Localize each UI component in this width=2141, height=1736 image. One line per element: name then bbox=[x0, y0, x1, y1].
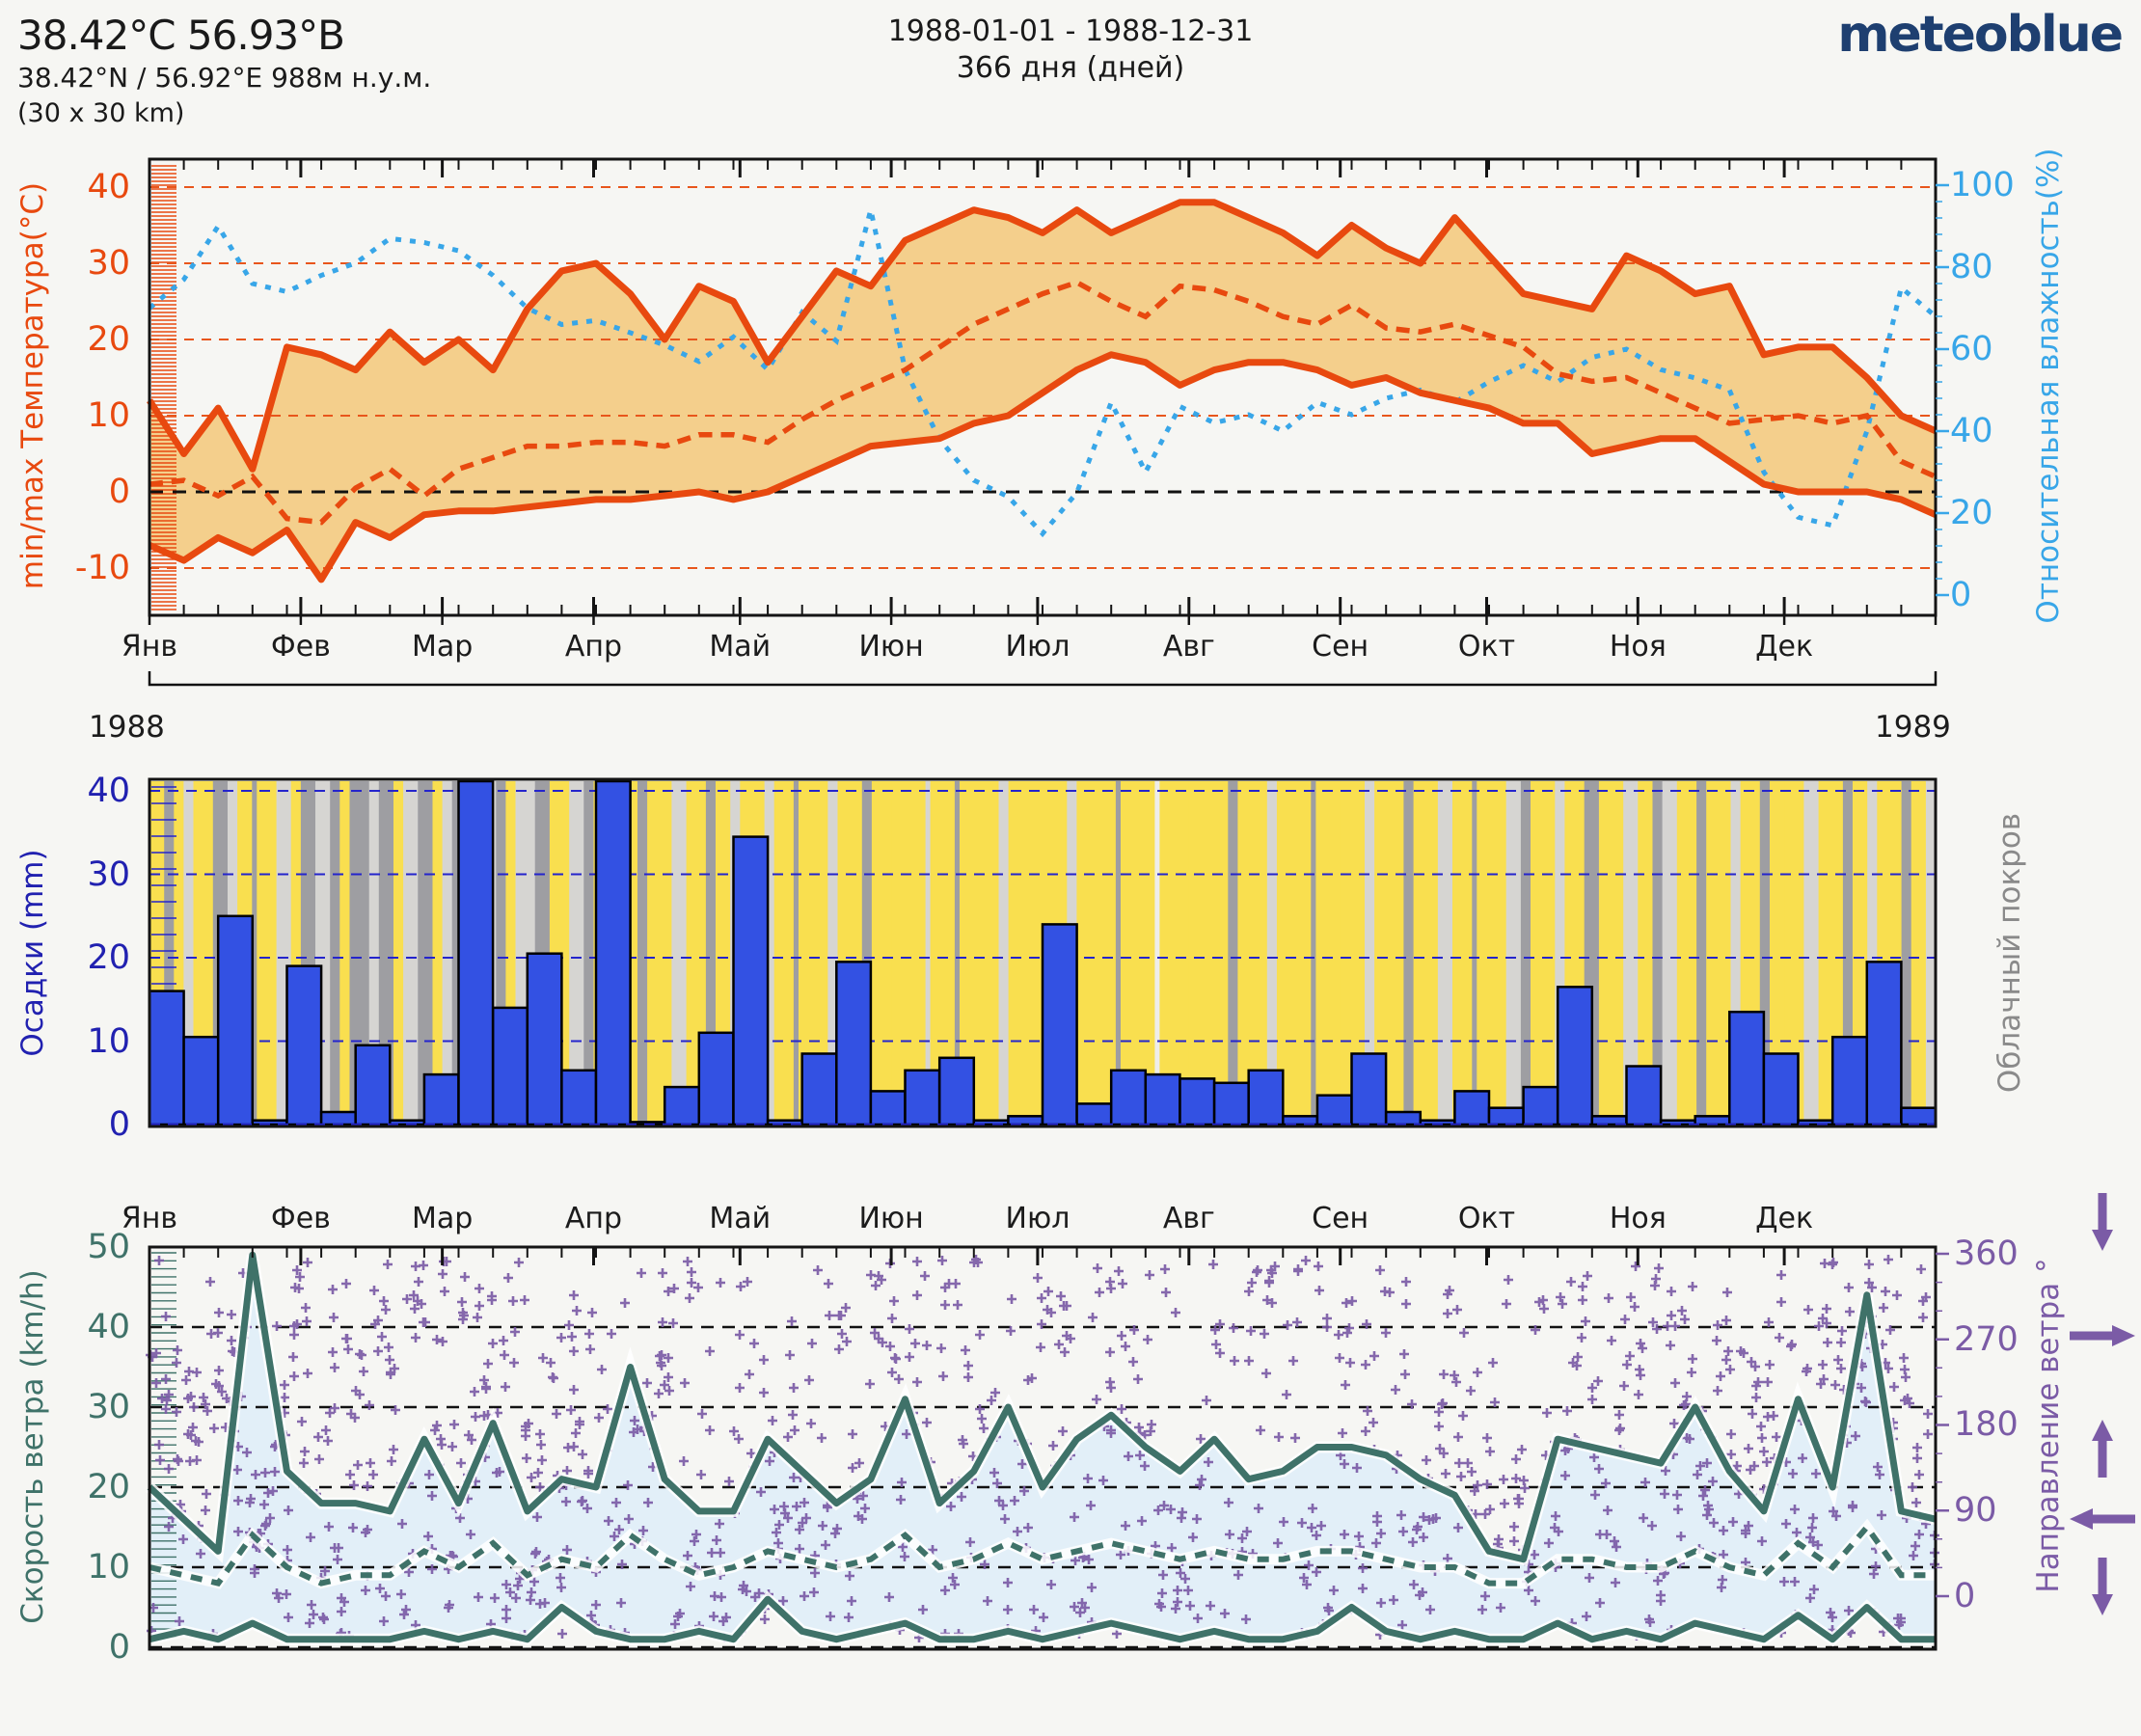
month-label-bottom: Янв bbox=[121, 1202, 178, 1235]
humidity-tick-label: 80 bbox=[1950, 248, 1993, 286]
temp-tick-label: 10 bbox=[87, 396, 130, 435]
month-label-top: Июл bbox=[1005, 630, 1070, 664]
humidity-tick-label: 40 bbox=[1950, 412, 1993, 450]
month-label-top: Авг bbox=[1162, 630, 1215, 664]
month-label-bottom: Дек bbox=[1755, 1202, 1814, 1235]
month-label-bottom: Сен bbox=[1312, 1202, 1369, 1235]
precip-tick-label: 0 bbox=[108, 1105, 130, 1144]
cloud-axis-title: Облачный покров bbox=[1992, 812, 2027, 1094]
wind-tick-label: 30 bbox=[87, 1388, 130, 1426]
precip-tick-label: 40 bbox=[87, 772, 130, 810]
month-label-bottom: Авг bbox=[1162, 1202, 1215, 1235]
humidity-tick-label: 100 bbox=[1950, 166, 2015, 204]
grid-cell-size: (30 x 30 km) bbox=[17, 98, 185, 128]
direction-tick-label: 180 bbox=[1954, 1405, 2019, 1445]
humidity-tick-label: 0 bbox=[1950, 576, 1972, 614]
day-count: 366 дня (дней) bbox=[956, 51, 1185, 85]
year-start-label: 1988 bbox=[89, 710, 165, 745]
temp-tick-label: 20 bbox=[87, 320, 130, 359]
precip-tick-label: 30 bbox=[87, 854, 130, 894]
year-end-label: 1989 bbox=[1875, 710, 1951, 745]
month-label-bottom: Фев bbox=[270, 1202, 331, 1235]
humidity-axis-title: Относительная влажность(%) bbox=[2031, 148, 2066, 624]
month-label-bottom: Июл bbox=[1005, 1202, 1070, 1235]
wind-tick-label: 10 bbox=[87, 1548, 130, 1587]
month-label-bottom: Апр bbox=[564, 1202, 623, 1235]
month-label-bottom: Май bbox=[709, 1202, 772, 1235]
month-label-top: Май bbox=[709, 630, 772, 664]
month-label-top: Фев bbox=[270, 630, 331, 664]
temp-tick-label: 30 bbox=[87, 244, 130, 283]
temp-tick-label: 40 bbox=[87, 168, 130, 206]
precip-tick-label: 10 bbox=[87, 1021, 130, 1061]
month-label-bottom: Мар bbox=[411, 1202, 474, 1235]
month-label-top: Янв bbox=[121, 630, 178, 664]
month-label-bottom: Окт bbox=[1457, 1202, 1516, 1235]
direction-tick-label: 360 bbox=[1954, 1234, 2019, 1273]
month-label-top: Июн bbox=[858, 630, 924, 664]
month-label-top: Окт bbox=[1457, 630, 1516, 664]
location-title: 38.42°С 56.93°В bbox=[17, 12, 345, 59]
month-label-top: Ноя bbox=[1609, 630, 1667, 664]
precip-tick-label: 20 bbox=[87, 938, 130, 977]
humidity-tick-label: 60 bbox=[1950, 330, 1993, 368]
location-coordinates: 38.42°N / 56.92°E 988м н.у.м. bbox=[17, 62, 432, 94]
temp-axis-title: min/max Температура(°C) bbox=[15, 181, 50, 590]
month-label-top: Мар bbox=[411, 630, 474, 664]
report-period-block: 1988-01-01 - 1988-12-31 366 дня (дней) bbox=[637, 14, 1504, 87]
direction-axis-title: Направление ветра ° bbox=[2031, 1258, 2066, 1593]
month-label-top: Сен bbox=[1312, 630, 1369, 664]
month-label-top: Дек bbox=[1755, 630, 1814, 664]
wind-tick-label: 20 bbox=[87, 1468, 130, 1506]
wind-tick-label: 50 bbox=[87, 1228, 130, 1266]
direction-tick-label: 270 bbox=[1954, 1319, 2019, 1359]
temp-tick-label: 0 bbox=[108, 473, 130, 511]
humidity-tick-label: 20 bbox=[1950, 494, 1993, 532]
wind-tick-label: 40 bbox=[87, 1308, 130, 1346]
temp-tick-label: -10 bbox=[74, 549, 130, 587]
meteoblue-logo: meteoblue bbox=[1837, 6, 2124, 64]
direction-tick-label: 0 bbox=[1954, 1576, 1976, 1615]
direction-tick-label: 90 bbox=[1954, 1491, 1997, 1531]
month-label-bottom: Ноя bbox=[1609, 1202, 1667, 1235]
wind-tick-label: 0 bbox=[108, 1628, 130, 1667]
date-range: 1988-01-01 - 1988-12-31 bbox=[887, 14, 1254, 48]
month-label-bottom: Июн bbox=[858, 1202, 924, 1235]
month-label-top: Апр bbox=[564, 630, 623, 664]
